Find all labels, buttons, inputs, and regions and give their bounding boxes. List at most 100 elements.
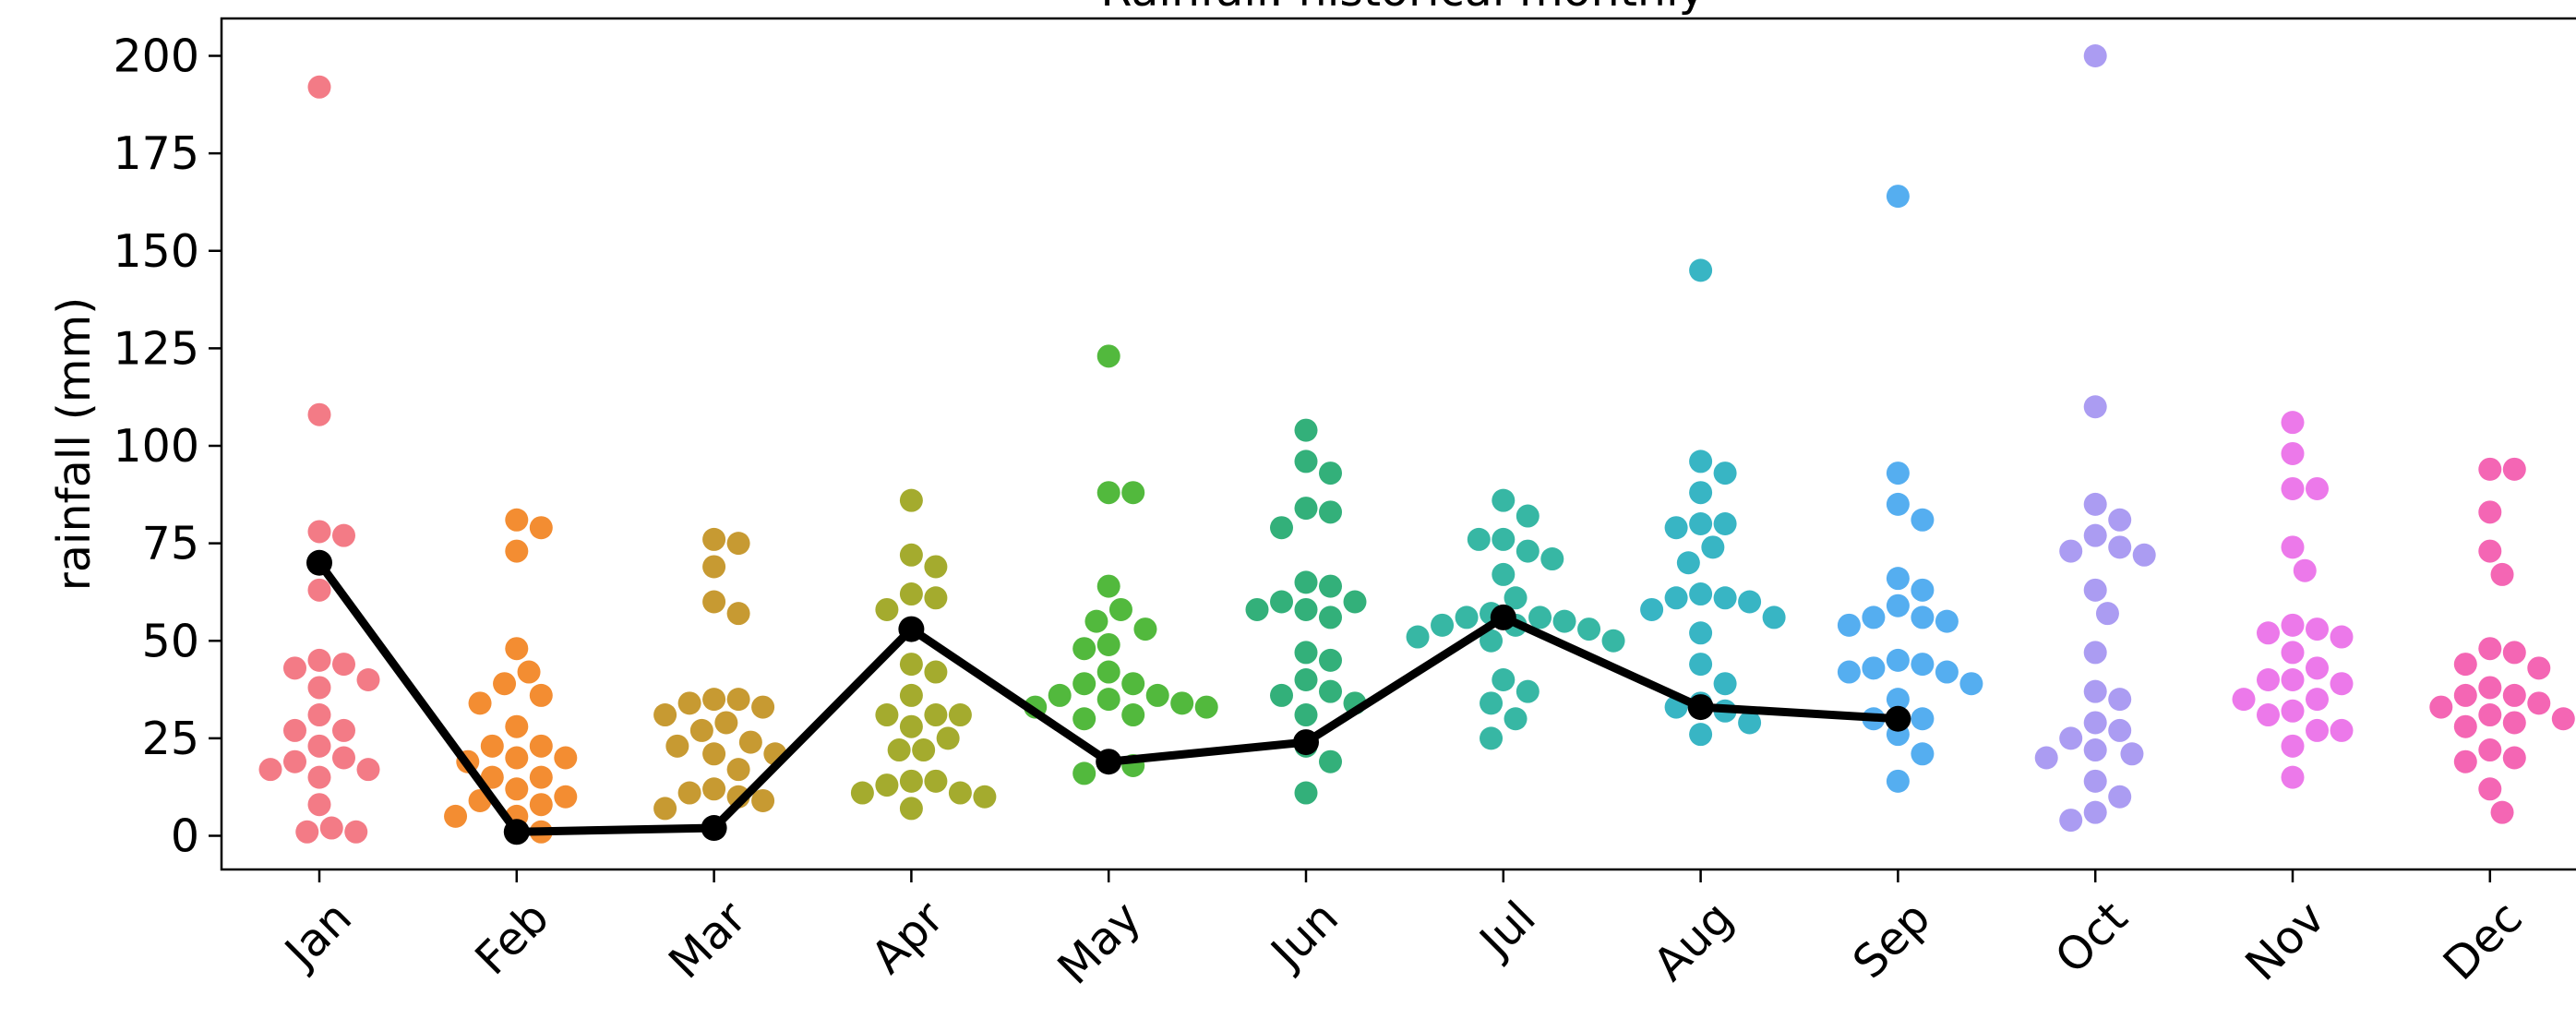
- swarm-point-jun: [1319, 649, 1342, 672]
- swarm-point-mar: [653, 797, 677, 820]
- swarm-point-dec: [2454, 715, 2477, 738]
- swarm-point-jun: [1270, 684, 1293, 707]
- swarm-point-apr: [924, 770, 947, 793]
- swarm-point-jul: [1516, 680, 1540, 703]
- y-tick-label: 150: [113, 225, 199, 278]
- swarm-point-jul: [1504, 707, 1528, 730]
- mean-marker-jan: [306, 550, 332, 576]
- title-layer: Rainfall: historical monthly: [1100, 0, 1705, 17]
- swarm-point-nov: [2330, 626, 2354, 649]
- y-tick-label: 25: [142, 713, 199, 765]
- swarm-point-jan: [332, 524, 355, 547]
- swarm-point-jun: [1295, 419, 1318, 442]
- swarm-point-jun: [1295, 598, 1318, 621]
- swarm-point-feb: [469, 691, 492, 714]
- x-tick-label-jan: Jan: [273, 892, 362, 980]
- swarm-point-aug: [1763, 605, 1786, 629]
- swarm-point-feb: [505, 715, 528, 738]
- swarm-point-jan: [308, 579, 331, 602]
- swarm-point-dec: [2478, 738, 2501, 761]
- swarm-point-jan: [308, 735, 331, 758]
- swarm-point-oct: [2084, 493, 2107, 516]
- swarm-point-mar: [678, 782, 701, 805]
- swarm-point-oct: [2059, 726, 2082, 749]
- swarm-point-apr: [900, 544, 923, 567]
- mean-marker-sep: [1885, 706, 1911, 732]
- swarm-point-jun: [1319, 750, 1342, 773]
- swarm-point-jun: [1344, 591, 1367, 614]
- swarm-point-jul: [1540, 547, 1564, 570]
- swarm-point-oct: [2059, 809, 2082, 832]
- swarm-point-jan: [357, 758, 380, 781]
- plot-frame: [222, 18, 2576, 869]
- swarm-point-jul: [1577, 617, 1600, 641]
- swarm-point-oct: [2108, 688, 2131, 711]
- swarm-point-aug: [1689, 481, 1712, 504]
- swarm-point-oct: [2133, 544, 2156, 567]
- swarm-layer: [259, 44, 2575, 844]
- swarm-point-aug: [1689, 723, 1712, 746]
- swarm-point-nov: [2282, 735, 2305, 758]
- swarm-point-oct: [2035, 747, 2058, 770]
- swarm-point-dec: [2454, 653, 2477, 676]
- swarm-point-oct: [2084, 711, 2107, 734]
- swarm-point-apr: [900, 770, 923, 793]
- swarm-point-jan: [295, 821, 318, 844]
- swarm-point-nov: [2330, 719, 2354, 742]
- mean-marker-aug: [1688, 694, 1714, 720]
- swarm-point-aug: [1714, 462, 1737, 485]
- swarm-point-mar: [678, 691, 701, 714]
- swarm-point-apr: [937, 726, 960, 749]
- swarm-point-sep: [1887, 185, 1910, 208]
- swarm-point-jan: [308, 703, 331, 726]
- swarm-point-may: [1097, 481, 1120, 504]
- swarm-point-dec: [2478, 703, 2501, 726]
- swarm-point-aug: [1701, 535, 1724, 558]
- swarm-point-sep: [1959, 672, 1983, 695]
- swarm-point-apr: [875, 703, 898, 726]
- swarm-point-oct: [2108, 719, 2131, 742]
- swarm-point-dec: [2478, 637, 2501, 660]
- swarm-point-nov: [2282, 614, 2305, 637]
- swarm-point-feb: [505, 540, 528, 563]
- swarm-point-mar: [702, 591, 725, 614]
- swarm-point-jan: [344, 821, 367, 844]
- swarm-point-oct: [2120, 742, 2143, 765]
- swarm-point-sep: [1862, 656, 1885, 679]
- swarm-point-feb: [554, 785, 577, 809]
- swarm-point-jan: [308, 766, 331, 789]
- swarm-point-mar: [714, 711, 737, 734]
- swarm-point-sep: [1911, 707, 1934, 730]
- swarm-point-dec: [2491, 801, 2514, 824]
- x-tick-label-aug: Aug: [1644, 892, 1743, 991]
- swarm-point-jul: [1553, 610, 1576, 633]
- swarm-point-jul: [1407, 626, 1430, 649]
- y-tick-label: 100: [113, 420, 199, 473]
- swarm-point-mar: [702, 555, 725, 578]
- swarm-point-nov: [2306, 617, 2329, 641]
- swarm-point-dec: [2478, 777, 2501, 800]
- swarm-point-dec: [2503, 641, 2526, 664]
- swarm-point-feb: [518, 661, 541, 684]
- y-tick-label: 0: [171, 810, 199, 863]
- swarm-point-mar: [690, 719, 713, 742]
- swarm-point-mar: [727, 688, 750, 711]
- y-tick-label: 175: [113, 127, 199, 180]
- swarm-point-dec: [2527, 691, 2550, 714]
- swarm-point-mar: [702, 777, 725, 800]
- swarm-point-oct: [2084, 680, 2107, 703]
- y-tick-label: 200: [113, 30, 199, 83]
- swarm-point-jun: [1270, 591, 1293, 614]
- swarm-point-sep: [1935, 610, 1959, 633]
- swarm-point-nov: [2282, 700, 2305, 723]
- swarm-point-may: [1097, 575, 1120, 598]
- swarm-point-may: [1121, 703, 1144, 726]
- swarm-point-jun: [1319, 680, 1342, 703]
- swarm-point-feb: [481, 735, 504, 758]
- swarm-point-nov: [2306, 719, 2329, 742]
- x-tick-label-nov: Nov: [2235, 892, 2335, 991]
- swarm-point-jun: [1295, 641, 1318, 664]
- swarm-point-apr: [924, 555, 947, 578]
- swarm-point-nov: [2306, 477, 2329, 500]
- swarm-point-mar: [727, 758, 750, 781]
